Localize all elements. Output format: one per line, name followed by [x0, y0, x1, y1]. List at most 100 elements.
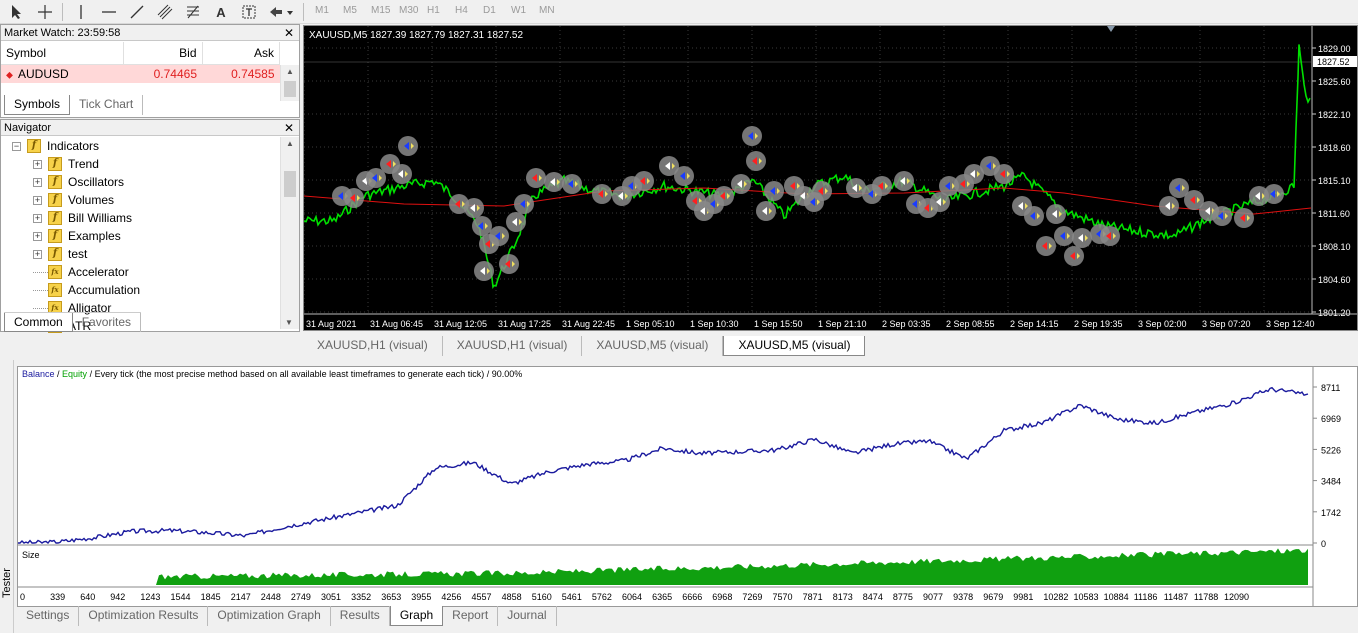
trade-marker[interactable]: [731, 174, 751, 194]
trade-marker[interactable]: [812, 181, 832, 201]
navigator-item-volumes[interactable]: + f Volumes: [33, 191, 114, 209]
trade-marker[interactable]: [939, 176, 959, 196]
expand-icon[interactable]: +: [33, 230, 42, 241]
timeframe-mn[interactable]: MN: [539, 5, 555, 16]
trade-marker[interactable]: [1036, 236, 1056, 256]
timeframe-d1[interactable]: D1: [483, 5, 496, 16]
tab-optimization-graph[interactable]: Optimization Graph: [208, 606, 331, 626]
text-icon[interactable]: A: [216, 4, 226, 20]
vertical-line-icon[interactable]: [70, 2, 92, 22]
timeframe-m30[interactable]: M30: [399, 5, 419, 16]
trade-marker[interactable]: [474, 261, 494, 281]
trade-marker[interactable]: [398, 136, 418, 156]
timeframe-h4[interactable]: H4: [455, 5, 468, 16]
expand-icon[interactable]: +: [33, 248, 42, 259]
navigator-item-accelerator[interactable]: fx Accelerator: [33, 263, 129, 281]
price-chart[interactable]: 1829.00 1825.60 1822.10 1818.60 1815.10 1811.…: [303, 25, 1358, 331]
column-ask[interactable]: Ask: [202, 42, 280, 65]
navigator-item-trend[interactable]: + f Trend: [33, 155, 99, 173]
tab-journal[interactable]: Journal: [498, 606, 557, 626]
trade-marker[interactable]: [1054, 226, 1074, 246]
trade-marker[interactable]: [742, 126, 762, 146]
navigator-item-examples[interactable]: + f Examples: [33, 227, 121, 245]
trade-marker[interactable]: [746, 151, 766, 171]
trade-marker[interactable]: [344, 188, 364, 208]
expand-icon[interactable]: +: [33, 194, 42, 205]
fibonacci-icon[interactable]: [182, 2, 204, 22]
trade-marker[interactable]: [464, 198, 484, 218]
chart-tab-0[interactable]: XAUUSD,H1 (visual): [303, 336, 443, 356]
trendline-icon[interactable]: [126, 2, 148, 22]
chart-tab-1[interactable]: XAUUSD,H1 (visual): [443, 336, 583, 356]
trade-marker[interactable]: [994, 164, 1014, 184]
trade-marker[interactable]: [1159, 196, 1179, 216]
price-chart-canvas[interactable]: 1829.00 1825.60 1822.10 1818.60 1815.10 1811.…: [304, 26, 1357, 330]
trade-marker[interactable]: [392, 164, 412, 184]
timeframe-m5[interactable]: M5: [343, 5, 357, 16]
trade-marker[interactable]: [1024, 206, 1044, 226]
trade-marker[interactable]: [489, 226, 509, 246]
trade-marker[interactable]: [1100, 226, 1120, 246]
expand-icon[interactable]: +: [33, 176, 42, 187]
trade-marker[interactable]: [449, 194, 469, 214]
text-label-icon[interactable]: [238, 2, 260, 22]
trade-marker[interactable]: [872, 176, 892, 196]
trade-marker[interactable]: [964, 164, 984, 184]
trade-marker[interactable]: [592, 184, 612, 204]
tab-symbols[interactable]: Symbols: [4, 95, 71, 115]
trade-marker[interactable]: [1249, 186, 1269, 206]
scrollbar[interactable]: ▲ ▼: [280, 137, 299, 329]
tab-optimization-results[interactable]: Optimization Results: [79, 606, 209, 626]
trade-marker[interactable]: [634, 171, 654, 191]
equidistant-channel-icon[interactable]: [154, 2, 176, 22]
trade-marker[interactable]: [514, 194, 534, 214]
chart-shift-marker[interactable]: [1107, 26, 1115, 32]
trade-marker[interactable]: [1264, 184, 1284, 204]
trade-marker[interactable]: [930, 192, 950, 212]
horizontal-line-icon[interactable]: [98, 2, 120, 22]
trade-marker[interactable]: [846, 178, 866, 198]
tab-report[interactable]: Report: [443, 606, 499, 626]
tab-results[interactable]: Results: [331, 606, 390, 626]
trade-marker[interactable]: [714, 186, 734, 206]
trade-marker[interactable]: [562, 174, 582, 194]
trade-marker[interactable]: [1046, 204, 1066, 224]
trade-marker[interactable]: [659, 156, 679, 176]
timeframe-m15[interactable]: M15: [371, 5, 391, 16]
navigator-item-accumulation[interactable]: fx Accumulation: [33, 281, 140, 299]
trade-marker[interactable]: [1072, 228, 1092, 248]
trade-marker[interactable]: [894, 171, 914, 191]
trade-marker[interactable]: [366, 168, 386, 188]
trade-marker[interactable]: [756, 201, 776, 221]
trade-marker[interactable]: [1184, 190, 1204, 210]
trade-marker[interactable]: [674, 166, 694, 186]
trade-marker[interactable]: [1064, 246, 1084, 266]
tab-favorites[interactable]: Favorites: [73, 313, 142, 332]
navigator-item-bill-williams[interactable]: + f Bill Williams: [33, 209, 132, 227]
close-icon[interactable]: ✕: [283, 121, 294, 135]
expand-icon[interactable]: +: [33, 158, 42, 169]
navigator-item-oscillators[interactable]: + f Oscillators: [33, 173, 124, 191]
navigator-item-test[interactable]: + f test: [33, 245, 87, 263]
chart-tab-2[interactable]: XAUUSD,M5 (visual): [582, 336, 724, 356]
tab-common[interactable]: Common: [4, 313, 73, 332]
trade-marker[interactable]: [1234, 208, 1254, 228]
collapse-icon[interactable]: −: [12, 140, 21, 151]
column-bid[interactable]: Bid: [123, 42, 203, 65]
trade-marker[interactable]: [1169, 178, 1189, 198]
close-icon[interactable]: ✕: [283, 26, 294, 40]
trade-marker[interactable]: [1212, 206, 1232, 226]
chart-tab-3[interactable]: XAUUSD,M5 (visual): [723, 336, 866, 356]
trade-marker[interactable]: [764, 181, 784, 201]
tab-graph[interactable]: Graph: [389, 606, 444, 626]
timeframe-h1[interactable]: H1: [427, 5, 440, 16]
crosshair-icon[interactable]: [34, 2, 56, 22]
tab-tick-chart[interactable]: Tick Chart: [70, 95, 144, 115]
trade-marker[interactable]: [506, 212, 526, 232]
trade-marker[interactable]: [499, 254, 519, 274]
trade-marker[interactable]: [544, 172, 564, 192]
tab-settings[interactable]: Settings: [17, 606, 80, 626]
trade-marker[interactable]: [472, 216, 492, 236]
table-row[interactable]: ⬥ AUDUSD 0.74465 0.74585: [1, 64, 280, 83]
scrollbar[interactable]: ▲: [280, 65, 299, 101]
